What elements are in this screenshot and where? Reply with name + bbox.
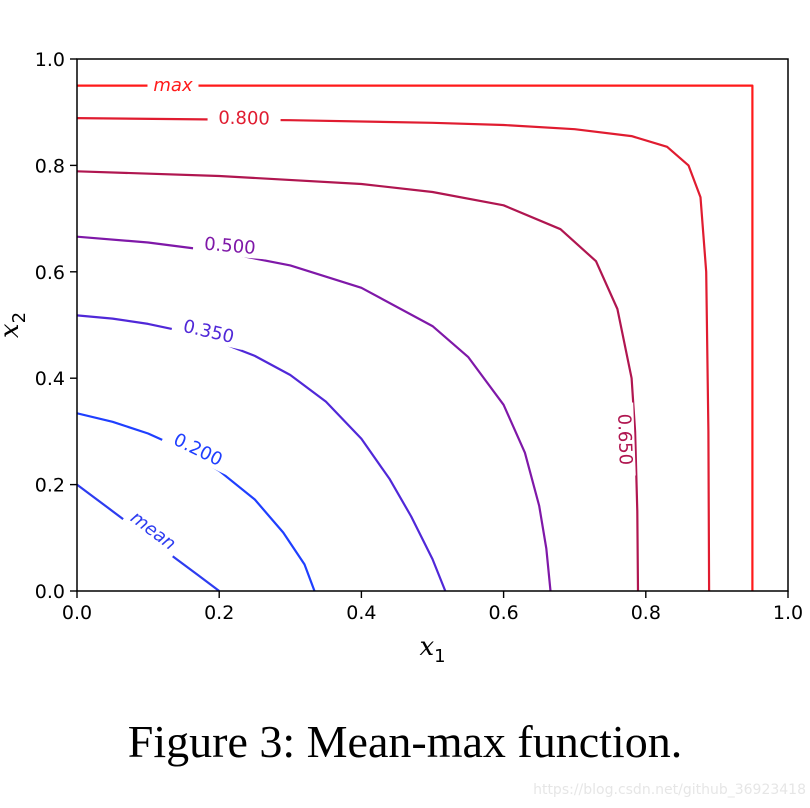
y-tick-label: 1.0 (35, 49, 65, 71)
y-tick-label: 0.8 (35, 155, 65, 177)
contour-label-0-200: 0.200 (160, 425, 236, 476)
contour-label-mean: mean (122, 504, 184, 558)
y-tick-label: 0.4 (35, 368, 65, 390)
plot-frame (76, 58, 789, 592)
x-tick-label: 0.0 (62, 602, 92, 624)
plot-area: max 0.800 0.500 0.350 0.200 0.650 mean (77, 75, 754, 591)
contour-label-max: max (147, 75, 199, 96)
x-axis-label: x1 (419, 632, 445, 667)
svg-text:0.800: 0.800 (218, 108, 270, 130)
figure-caption: Figure 3: Mean-max function. (127, 716, 683, 767)
y-tick-label: 0.0 (35, 581, 65, 603)
y-tick-label: 0.2 (35, 475, 65, 497)
contour-line-0-650 (77, 170, 640, 591)
x-tick-label: 0.4 (346, 602, 376, 624)
x-tick-label: 0.2 (204, 602, 234, 624)
contour-label-0-500: 0.500 (192, 233, 268, 260)
y-axis-label: x2 (0, 312, 30, 338)
x-tick-label: 0.6 (488, 602, 518, 624)
contour-label-0-650: 0.650 (613, 402, 636, 477)
contour-line-0-800 (77, 117, 711, 591)
svg-text:mean: mean (126, 507, 179, 554)
contour-label-0-800: 0.800 (207, 108, 281, 130)
contour-line-0-350 (77, 314, 447, 591)
svg-text:0.200: 0.200 (170, 429, 226, 470)
svg-text:0.350: 0.350 (181, 316, 236, 348)
y-tick-label: 0.6 (35, 262, 65, 284)
watermark: https://blog.csdn.net/github_36923418 (533, 782, 806, 798)
svg-text:max: max (153, 75, 193, 96)
x-tick-label: 0.8 (631, 602, 661, 624)
axis-ticks: 0.0 0.2 0.4 0.6 0.8 1.0 0.0 0.2 0.4 0.6 0.8 1.0 (35, 49, 803, 624)
svg-text:0.500: 0.500 (203, 234, 256, 259)
contour-line-max (77, 84, 754, 591)
svg-text:0.650: 0.650 (613, 413, 636, 465)
x-tick-label: 1.0 (773, 602, 803, 624)
contour-label-0-350: 0.350 (170, 313, 247, 350)
